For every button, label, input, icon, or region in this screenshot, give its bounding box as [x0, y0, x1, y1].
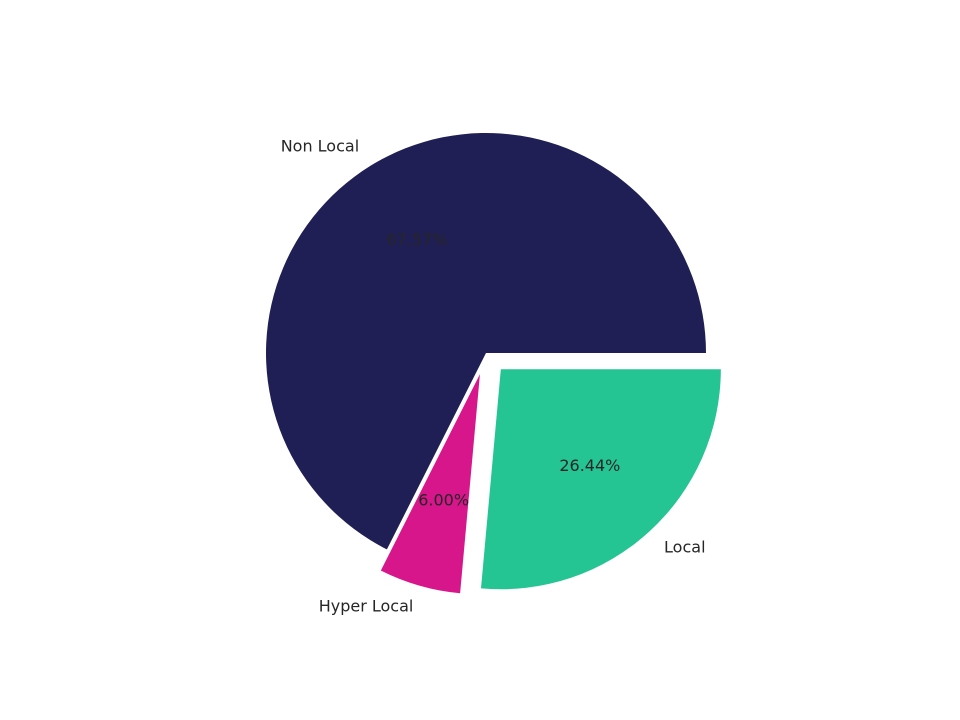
pie-slice	[480, 369, 721, 590]
percent-label: 67.57%	[386, 230, 447, 249]
slice-label: Hyper Local	[319, 596, 414, 615]
slice-label: Non Local	[281, 136, 359, 155]
percent-label: 6.00%	[418, 491, 469, 510]
slice-label: Local	[664, 537, 705, 556]
pie-slice	[380, 374, 480, 594]
pie-slice	[265, 132, 706, 550]
percent-label: 26.44%	[559, 456, 620, 475]
